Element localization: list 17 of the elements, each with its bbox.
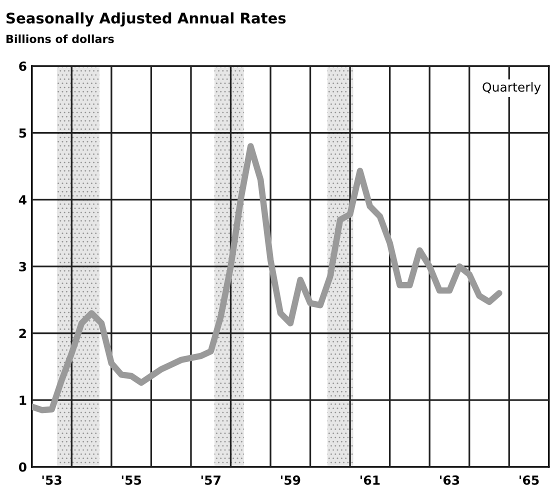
y-tick-label: 3 [19, 262, 26, 272]
y-tick-label: 1 [20, 396, 26, 405]
chart-title: Seasonally Adjusted Annual Rates [6, 12, 286, 27]
x-tick-label: '53 [42, 475, 62, 485]
x-tick-label: '65 [520, 475, 539, 485]
y-tick-label: 6 [19, 62, 26, 71]
x-tick-label: '63 [440, 475, 460, 485]
y-tick-label: 4 [18, 195, 26, 204]
x-tick-label: '55 [122, 476, 142, 485]
x-tick-label: '57 [201, 476, 220, 485]
x-tick-label: '61 [360, 475, 380, 485]
y-tick-label: 0 [18, 462, 26, 472]
y-tick-label: 2 [19, 328, 26, 338]
y-tick-label: 5 [19, 128, 26, 138]
y-axis-title: Billions of dollars [6, 34, 114, 44]
x-tick-label: '59 [280, 475, 300, 485]
annotation: Quarterly [482, 82, 541, 94]
